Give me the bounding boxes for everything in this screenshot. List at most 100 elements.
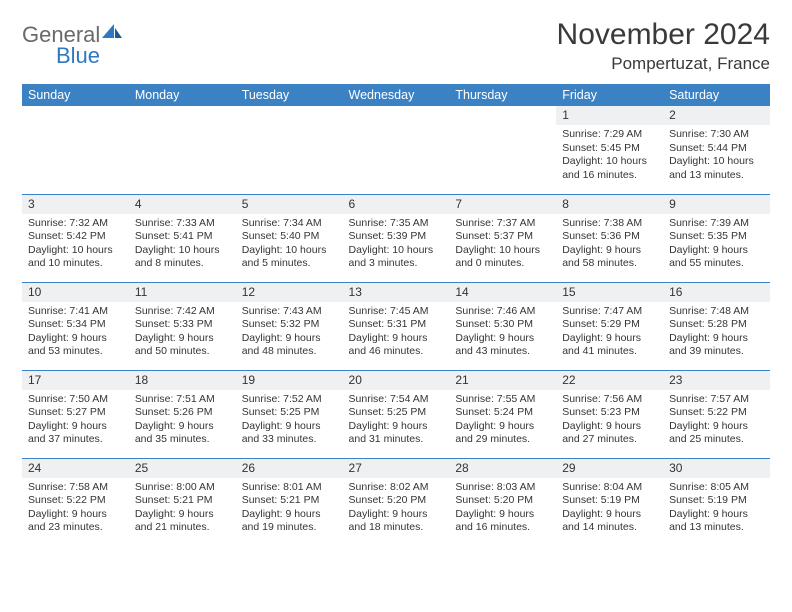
sunset-text: Sunset: 5:21 PM <box>242 494 337 507</box>
sunrise-text: Sunrise: 7:43 AM <box>242 305 337 318</box>
day-number: 8 <box>556 195 663 214</box>
day-number: 23 <box>663 371 770 390</box>
weekday-header: Monday <box>129 84 236 106</box>
day2-text: and 25 minutes. <box>669 433 764 446</box>
sunset-text: Sunset: 5:19 PM <box>669 494 764 507</box>
day2-text: and 13 minutes. <box>669 521 764 534</box>
day2-text: and 58 minutes. <box>562 257 657 270</box>
sunrise-text: Sunrise: 7:38 AM <box>562 217 657 230</box>
day-number: 19 <box>236 371 343 390</box>
location: Pompertuzat, France <box>557 54 770 74</box>
day2-text: and 50 minutes. <box>135 345 230 358</box>
day1-text: Daylight: 9 hours <box>28 332 123 345</box>
calendar-cell: 22Sunrise: 7:56 AMSunset: 5:23 PMDayligh… <box>556 370 663 458</box>
calendar-cell: 10Sunrise: 7:41 AMSunset: 5:34 PMDayligh… <box>22 282 129 370</box>
day-number: 5 <box>236 195 343 214</box>
calendar-cell: 30Sunrise: 8:05 AMSunset: 5:19 PMDayligh… <box>663 458 770 546</box>
title-block: November 2024 Pompertuzat, France <box>557 18 770 74</box>
calendar-cell: 16Sunrise: 7:48 AMSunset: 5:28 PMDayligh… <box>663 282 770 370</box>
day1-text: Daylight: 9 hours <box>242 332 337 345</box>
calendar-cell <box>22 106 129 194</box>
calendar-cell: 9Sunrise: 7:39 AMSunset: 5:35 PMDaylight… <box>663 194 770 282</box>
sunrise-text: Sunrise: 7:41 AM <box>28 305 123 318</box>
day1-text: Daylight: 10 hours <box>242 244 337 257</box>
day1-text: Daylight: 10 hours <box>349 244 444 257</box>
day2-text: and 21 minutes. <box>135 521 230 534</box>
sunset-text: Sunset: 5:33 PM <box>135 318 230 331</box>
logo-sail-icon <box>102 24 122 40</box>
sunset-text: Sunset: 5:20 PM <box>349 494 444 507</box>
day1-text: Daylight: 9 hours <box>455 420 550 433</box>
sunrise-text: Sunrise: 7:34 AM <box>242 217 337 230</box>
sunrise-text: Sunrise: 7:58 AM <box>28 481 123 494</box>
day-number: 1 <box>556 106 663 125</box>
calendar-cell: 20Sunrise: 7:54 AMSunset: 5:25 PMDayligh… <box>343 370 450 458</box>
calendar-week-row: 24 Sunrise: 7:58 AMSunset: 5:22 PM Dayligh… <box>22 458 770 546</box>
calendar-cell: 3Sunrise: 7:32 AMSunset: 5:42 PMDaylight… <box>22 194 129 282</box>
calendar-cell: 2Sunrise: 7:30 AMSunset: 5:44 PMDaylight… <box>663 106 770 194</box>
sunset-text: Sunset: 5:34 PM <box>28 318 123 331</box>
sunset-text: Sunset: 5:19 PM <box>562 494 657 507</box>
day-number: 28 <box>449 459 556 478</box>
sunrise-text: Sunrise: 8:03 AM <box>455 481 550 494</box>
day-number: 12 <box>236 283 343 302</box>
day1-text: Daylight: 9 hours <box>349 508 444 521</box>
calendar-cell <box>129 106 236 194</box>
day-number: 6 <box>343 195 450 214</box>
weekday-header: Saturday <box>663 84 770 106</box>
day-number: 18 <box>129 371 236 390</box>
day2-text: and 39 minutes. <box>669 345 764 358</box>
calendar-cell: 27 Sunrise: 8:02 AMSunset: 5:20 PMDayligh… <box>343 458 450 546</box>
day-number: 4 <box>129 195 236 214</box>
day2-text: and 10 minutes. <box>28 257 123 270</box>
sunrise-text: Sunrise: 8:04 AM <box>562 481 657 494</box>
day2-text: and 48 minutes. <box>242 345 337 358</box>
logo: General Blue <box>22 18 122 67</box>
sunset-text: Sunset: 5:27 PM <box>28 406 123 419</box>
day2-text: and 5 minutes. <box>242 257 337 270</box>
month-title: November 2024 <box>557 18 770 52</box>
calendar-week-row: 17Sunrise: 7:50 AMSunset: 5:27 PMDayligh… <box>22 370 770 458</box>
day2-text: and 27 minutes. <box>562 433 657 446</box>
sunset-text: Sunset: 5:44 PM <box>669 142 764 155</box>
day1-text: Daylight: 9 hours <box>455 332 550 345</box>
day2-text: and 43 minutes. <box>455 345 550 358</box>
calendar-cell: 4Sunrise: 7:33 AMSunset: 5:41 PMDaylight… <box>129 194 236 282</box>
day1-text: Daylight: 9 hours <box>135 508 230 521</box>
day1-text: Daylight: 9 hours <box>455 508 550 521</box>
sunrise-text: Sunrise: 8:00 AM <box>135 481 230 494</box>
day-number: 27 <box>343 459 450 478</box>
day-number: 30 <box>663 459 770 478</box>
day-number: 17 <box>22 371 129 390</box>
calendar-cell <box>449 106 556 194</box>
weekday-header: Thursday <box>449 84 556 106</box>
sunset-text: Sunset: 5:45 PM <box>562 142 657 155</box>
sunset-text: Sunset: 5:24 PM <box>455 406 550 419</box>
day2-text: and 0 minutes. <box>455 257 550 270</box>
sunset-text: Sunset: 5:22 PM <box>28 494 123 507</box>
day-number: 24 <box>22 459 129 478</box>
sunset-text: Sunset: 5:20 PM <box>455 494 550 507</box>
day1-text: Daylight: 9 hours <box>669 244 764 257</box>
sunrise-text: Sunrise: 8:01 AM <box>242 481 337 494</box>
day-number: 16 <box>663 283 770 302</box>
day2-text: and 53 minutes. <box>28 345 123 358</box>
sunrise-text: Sunrise: 7:46 AM <box>455 305 550 318</box>
calendar-cell: 25Sunrise: 8:00 AMSunset: 5:21 PMDayligh… <box>129 458 236 546</box>
sunrise-text: Sunrise: 7:37 AM <box>455 217 550 230</box>
day2-text: and 19 minutes. <box>242 521 337 534</box>
sunset-text: Sunset: 5:22 PM <box>669 406 764 419</box>
sunrise-text: Sunrise: 7:54 AM <box>349 393 444 406</box>
sunrise-text: Sunrise: 7:30 AM <box>669 128 764 141</box>
calendar-week-row: 3Sunrise: 7:32 AMSunset: 5:42 PMDaylight… <box>22 194 770 282</box>
calendar-cell: 14Sunrise: 7:46 AMSunset: 5:30 PMDayligh… <box>449 282 556 370</box>
sunrise-text: Sunrise: 7:57 AM <box>669 393 764 406</box>
day-number: 11 <box>129 283 236 302</box>
sunset-text: Sunset: 5:42 PM <box>28 230 123 243</box>
sunset-text: Sunset: 5:37 PM <box>455 230 550 243</box>
sunset-text: Sunset: 5:23 PM <box>562 406 657 419</box>
weekday-header: Wednesday <box>343 84 450 106</box>
calendar-table: Sunday Monday Tuesday Wednesday Thursday… <box>22 84 770 546</box>
sunrise-text: Sunrise: 7:33 AM <box>135 217 230 230</box>
sunrise-text: Sunrise: 8:02 AM <box>349 481 444 494</box>
